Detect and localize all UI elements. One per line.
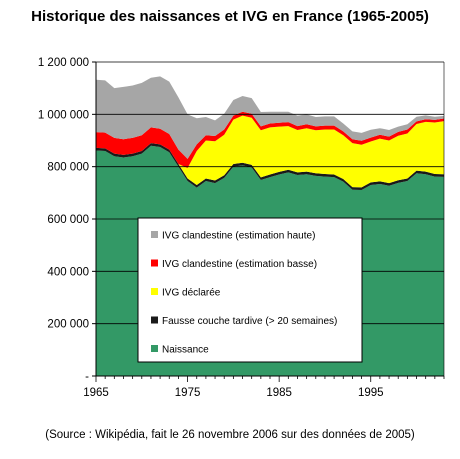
legend-swatch-1: [151, 259, 158, 267]
legend-swatch-0: [151, 231, 158, 238]
chart-title: Historique des naissances et IVG en Fran…: [31, 8, 429, 25]
area-series-2: [96, 115, 444, 188]
chart-source: (Source : Wikipédia, fait le 26 novembre…: [45, 429, 415, 441]
area-series-4: [96, 76, 444, 159]
area-series-3: [96, 111, 444, 168]
legend-layer: IVG clandestine (estimation haute) IVG cl…: [137, 217, 363, 363]
legend-label-2: IVG déclarée: [162, 288, 221, 299]
y-tick-label-1: 200 000: [47, 319, 89, 331]
y-tick-label-6: 1 200 000: [38, 57, 89, 69]
x-tick-label-3: 1995: [358, 387, 384, 399]
y-tick-label-2: 400 000: [47, 266, 89, 278]
legend-label-1: IVG clandestine (estimation basse): [162, 259, 317, 270]
x-tick-label-1: 1975: [175, 387, 201, 399]
legend-swatch-2: [151, 288, 158, 295]
y-tick-label-0: -: [85, 371, 89, 383]
x-tick-label-2: 1985: [266, 387, 292, 399]
y-tick-label-5: 1 000 000: [38, 109, 89, 121]
legend-label-0: IVG clandestine (estimation haute): [162, 231, 315, 242]
y-tick-label-4: 800 000: [47, 162, 89, 174]
y-tick-label-3: 600 000: [47, 214, 89, 226]
legend-label-4: Naissance: [162, 345, 209, 356]
legend-box: [137, 217, 363, 363]
legend-swatch-3: [151, 316, 158, 324]
axes-layer: - 200 000 400 000 600 000 800 000 1 000 000 1 …: [38, 57, 445, 399]
x-tick-label-0: 1965: [83, 387, 109, 399]
legend-swatch-4: [151, 345, 158, 352]
legend-label-3: Fausse couche tardive (> 20 semaines): [162, 316, 337, 327]
